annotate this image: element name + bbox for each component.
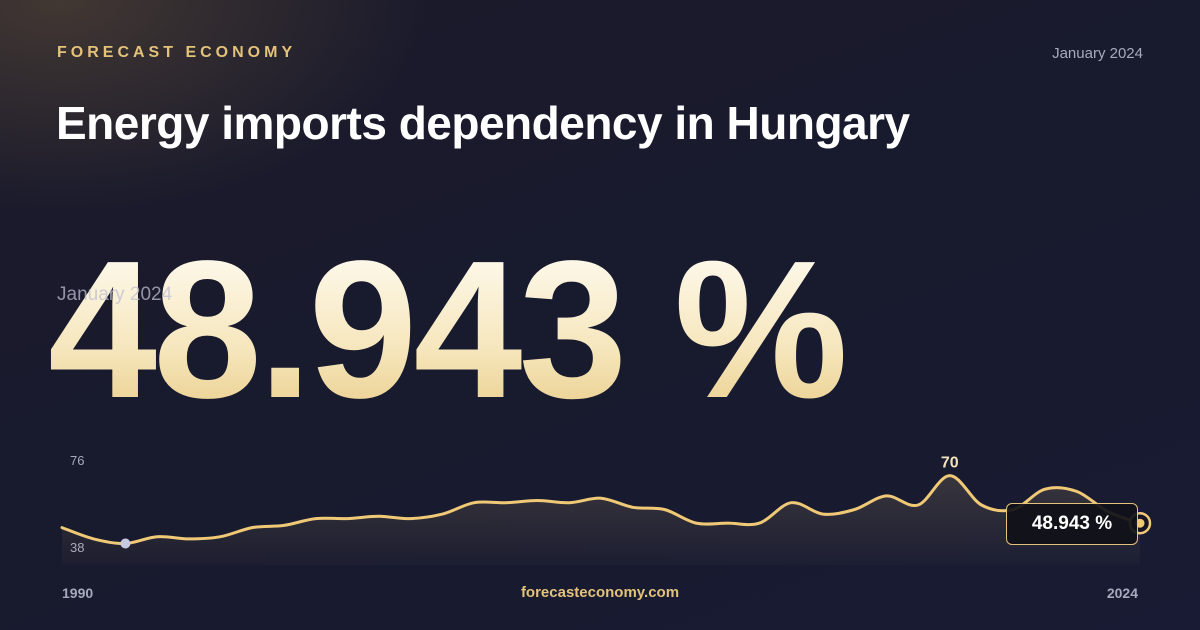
data-point-1998 (314, 517, 318, 521)
data-point-1996 (250, 526, 254, 530)
data-point-2015 (853, 508, 857, 512)
data-point-1997 (282, 523, 286, 527)
header-date: January 2024 (1052, 45, 1143, 62)
data-point-2017 (916, 503, 920, 507)
data-point-2004 (504, 501, 508, 505)
x-axis-end-label: 2024 (1106, 585, 1138, 601)
data-point-2011 (726, 521, 730, 525)
footer-url: forecasteconomy.com (520, 584, 680, 601)
series-line (60, 474, 1142, 546)
y-tick-max: 76 (70, 453, 84, 468)
data-point-1995 (219, 535, 223, 539)
data-point-1990 (60, 526, 64, 530)
x-axis-start-label: 1990 (62, 585, 94, 601)
data-point-2007 (599, 496, 603, 500)
data-point-2014 (821, 512, 825, 516)
data-point-1991 (92, 537, 96, 541)
peak-value-label: 70 (941, 455, 959, 472)
series-area (62, 475, 1140, 565)
page-title: Energy imports dependency in Hungary (56, 97, 910, 149)
data-point-2003 (472, 501, 476, 505)
data-point-1994 (187, 537, 191, 541)
data-point-1999 (345, 517, 349, 521)
start-point-marker (120, 538, 131, 549)
data-point-2016 (884, 494, 888, 498)
brand-name: FORECAST ECONOMY (57, 44, 297, 61)
data-point-2022 (1075, 489, 1079, 493)
headline-date: January 2024 (57, 284, 173, 305)
data-point-2006 (567, 501, 571, 505)
data-point-2010 (694, 521, 698, 525)
data-point-2013 (789, 501, 793, 505)
data-point-2009 (662, 508, 666, 512)
data-point-2000 (377, 514, 381, 518)
data-point-2002 (441, 512, 445, 516)
data-point-2018 (948, 474, 952, 478)
data-point-2005 (536, 499, 540, 503)
data-point-2008 (631, 505, 635, 509)
last-value-badge: 48.943 % (1006, 503, 1138, 545)
data-point-2012 (758, 521, 762, 525)
data-point-2019 (980, 503, 984, 507)
data-point-1993 (155, 535, 159, 539)
data-point-2021 (1043, 487, 1047, 491)
data-point-2001 (409, 517, 413, 521)
headline-value: 48.943 % (48, 220, 848, 439)
